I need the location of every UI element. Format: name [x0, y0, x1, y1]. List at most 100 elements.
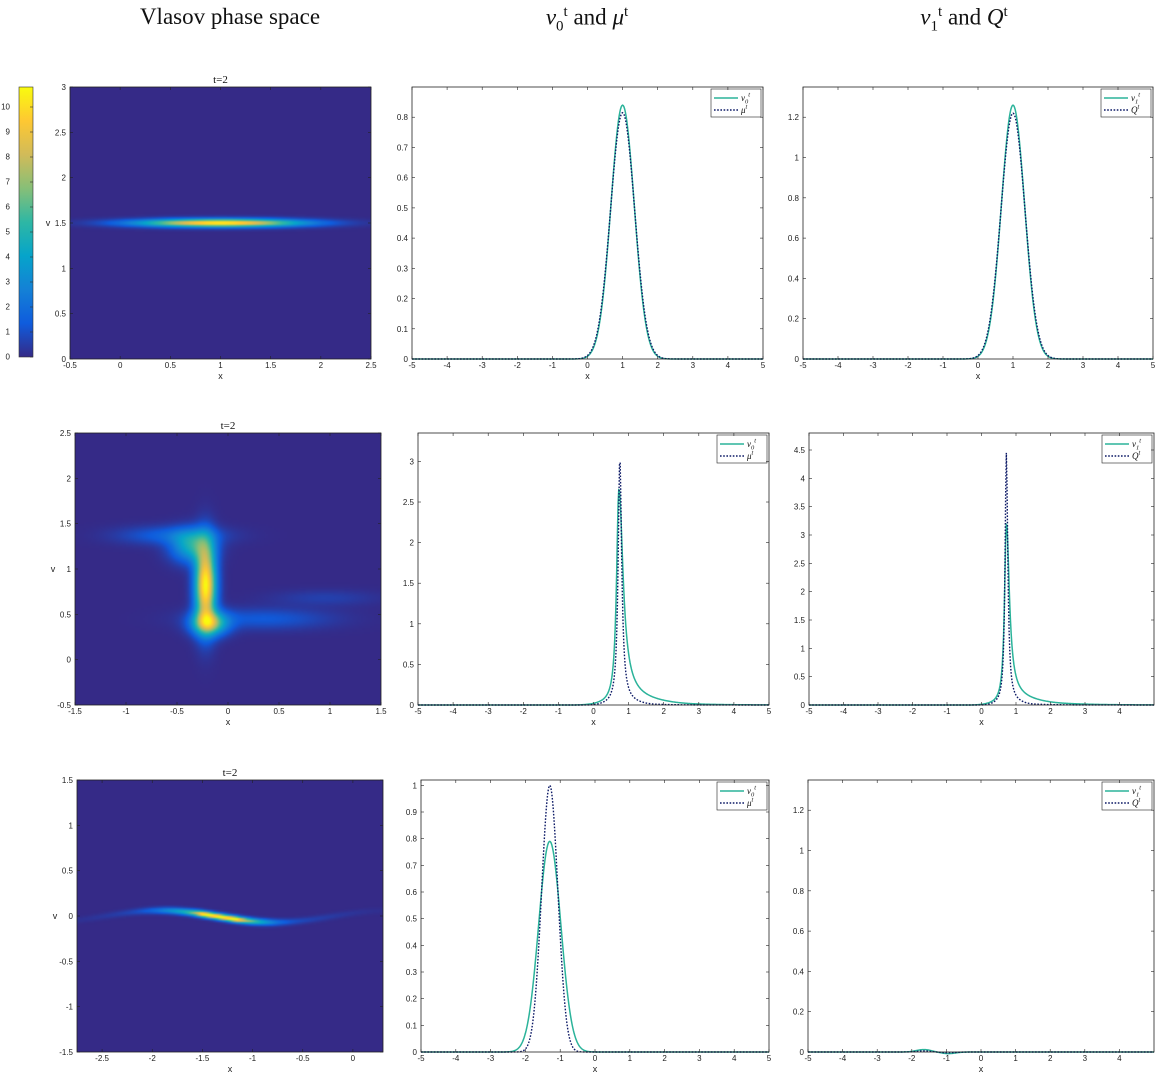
x-axis-label: x [979, 717, 984, 727]
series-line-Qt [809, 452, 1154, 706]
y-tick-label: -0.5 [59, 957, 73, 966]
x-tick-label: -1 [249, 1054, 257, 1063]
x-tick-label: -1 [557, 1054, 565, 1063]
x-tick-label: 0 [593, 1054, 598, 1063]
x-tick-label: -1 [943, 707, 951, 716]
x-tick-label: -4 [444, 361, 452, 370]
x-tick-label: 0 [118, 361, 123, 370]
y-tick-label: 1.2 [788, 113, 800, 122]
x-axis-label: x [591, 717, 596, 727]
x-tick-label: 5 [761, 361, 766, 370]
y-tick-label: 0.5 [62, 867, 74, 876]
x-tick-label: -3 [487, 1054, 495, 1063]
y-tick-label: 0 [413, 1048, 418, 1057]
x-tick-label: 1 [1013, 1054, 1018, 1063]
x-tick-label: 2 [319, 361, 324, 370]
x-tick-label: 0 [976, 361, 981, 370]
y-tick-label: 0.3 [406, 968, 418, 977]
x-tick-label: -2 [908, 1054, 916, 1063]
x-tick-label: 1 [1011, 361, 1016, 370]
y-tick-label: 0 [801, 701, 806, 710]
y-tick-label: 0.9 [406, 808, 418, 817]
y-tick-label: 1 [69, 821, 74, 830]
legend-label-μt: μt [746, 797, 754, 809]
x-tick-label: -4 [452, 1054, 460, 1063]
legend-label-ν1t: ν1t [1132, 785, 1141, 799]
x-tick-label: -5 [417, 1054, 425, 1063]
legend-label-ν1t: ν1t [1132, 438, 1141, 452]
series-line-ν0t [421, 840, 769, 1053]
x-tick-label: 5 [767, 707, 772, 716]
legend-box [716, 781, 768, 811]
y-tick-label: 0.5 [403, 660, 415, 669]
x-tick-label: -1 [122, 707, 130, 716]
y-tick-label: 0 [62, 355, 67, 364]
y-tick-label: 0.6 [788, 234, 800, 243]
x-tick-label: 0.5 [165, 361, 177, 370]
colorbar-tick-label: 4 [6, 253, 11, 262]
colorbar-tick-label: 1 [6, 328, 11, 337]
y-tick-label: 2.5 [794, 559, 806, 568]
y-tick-label: 3 [410, 457, 415, 466]
y-tick-label: 0 [800, 1048, 805, 1057]
x-tick-label: 3 [697, 1054, 702, 1063]
x-tick-label: -4 [840, 707, 848, 716]
legend-label-Qt: Qt [1131, 104, 1140, 116]
x-tick-label: -1 [943, 1054, 951, 1063]
series-line-ν1t [803, 104, 1153, 360]
plot-frame [802, 86, 1154, 360]
y-tick-label: 0.8 [397, 113, 409, 122]
plot-frame [417, 432, 770, 706]
y-tick-label: 0.4 [788, 274, 800, 283]
x-tick-label: -0.5 [170, 707, 184, 716]
x-tick-label: 3 [697, 707, 702, 716]
x-tick-label: 2 [1048, 1054, 1053, 1063]
y-tick-label: 0.5 [406, 915, 418, 924]
colorbar-tick-label: 3 [6, 278, 11, 287]
panel-3-1: t=2 -2.5 -2 -1.5 -1 -0.5 0 -1.5 -1 -0.5 0 0.5 1 1.5 x v [53, 767, 384, 1074]
x-axis-label: x [585, 371, 590, 381]
x-tick-label: 4 [732, 1054, 737, 1063]
series-line-ν1t [809, 523, 1154, 706]
y-axis-label: v [46, 218, 51, 228]
colorbar-gradient [18, 86, 34, 358]
y-tick-label: 0.2 [406, 995, 418, 1004]
y-tick-label: 0.6 [406, 888, 418, 897]
x-tick-label: 4 [1117, 1054, 1122, 1063]
legend-label-ν1t: ν1t [1131, 92, 1140, 106]
legend-label-μt: μt [740, 104, 748, 116]
colorbar-tick-label: 10 [1, 103, 10, 112]
y-tick-label: 0.5 [55, 310, 67, 319]
x-tick-label: 0 [585, 361, 590, 370]
plot-frame [411, 86, 764, 360]
x-tick-label: -5 [408, 361, 416, 370]
y-tick-label: 0 [69, 912, 74, 921]
plot-frame [420, 779, 770, 1053]
x-tick-label: 0.5 [273, 707, 285, 716]
x-tick-label: -4 [450, 707, 458, 716]
x-tick-label: -1 [939, 361, 947, 370]
legend-box [716, 434, 768, 464]
x-tick-label: 3 [1083, 1054, 1088, 1063]
plot-frame [808, 432, 1155, 706]
y-tick-label: 0.7 [406, 861, 418, 870]
plot-frame [69, 86, 372, 360]
y-tick-label: 0 [404, 355, 409, 364]
plot-title: t=2 [213, 74, 228, 86]
x-tick-label: 0 [591, 707, 596, 716]
x-tick-label: -3 [479, 361, 487, 370]
phase-space-heatmap [70, 87, 371, 359]
x-tick-label: 1.5 [375, 707, 387, 716]
x-tick-label: 4 [726, 361, 731, 370]
series-line-μt [412, 111, 763, 360]
x-tick-label: 0 [979, 1054, 984, 1063]
x-tick-label: 1.5 [265, 361, 277, 370]
y-tick-label: 4 [801, 474, 806, 483]
y-axis-label: v [53, 911, 58, 921]
